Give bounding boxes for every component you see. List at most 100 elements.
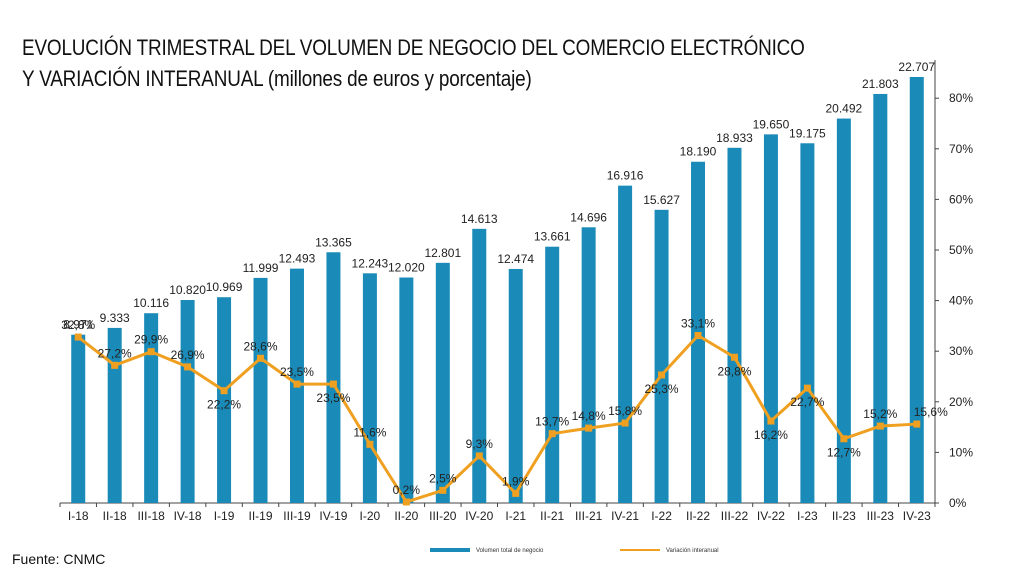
x-tick-label: I-20 <box>360 509 381 523</box>
line-value-label: 0,2% <box>393 483 421 497</box>
line-point <box>257 354 265 362</box>
line-value-label: 25,3% <box>645 382 679 396</box>
bar <box>727 147 742 503</box>
x-tick-label: I-21 <box>505 509 526 523</box>
bar-value-label: 22.707 <box>898 60 935 74</box>
line-value-label: 12,7% <box>827 446 861 460</box>
x-tick-label: IV-22 <box>757 509 785 523</box>
line-value-label: 11,6% <box>353 425 386 439</box>
line-value-label: 28,8% <box>717 364 751 378</box>
line-value-label: 1,9% <box>502 474 530 488</box>
bar <box>362 273 377 503</box>
bar-value-label: 16.916 <box>607 169 644 183</box>
bar-value-label: 12.493 <box>279 252 316 266</box>
bar-value-label: 8.971 <box>63 318 93 332</box>
chart-title-line-2: Y VARIACIÓN INTERANUAL (millones de euro… <box>22 66 532 91</box>
y-tick-label: 70% <box>949 142 973 156</box>
x-tick-label: III-21 <box>575 509 603 523</box>
line-value-label: 14,8% <box>572 409 606 423</box>
line-point <box>74 333 82 341</box>
y-tick-label: 0% <box>949 496 967 510</box>
bar <box>180 300 195 503</box>
x-tick-label: II-23 <box>832 509 856 523</box>
line-value-label: 2,5% <box>429 471 457 485</box>
y-tick-label: 50% <box>949 243 973 257</box>
x-tick-label: IV-18 <box>174 509 202 523</box>
line-point <box>621 419 629 427</box>
bar-value-label: 15.627 <box>643 193 680 207</box>
bar <box>800 143 815 503</box>
line-point <box>475 452 483 460</box>
bar <box>144 313 159 503</box>
x-tick-label: II-22 <box>686 509 710 523</box>
bar <box>763 134 778 503</box>
bar-value-label: 12.801 <box>424 246 461 260</box>
bar <box>508 268 523 503</box>
bar-value-label: 21.803 <box>862 77 899 91</box>
line-point <box>111 361 119 369</box>
x-tick-label: III-18 <box>137 509 165 523</box>
bar <box>217 297 232 503</box>
x-tick-label: IV-23 <box>903 509 931 523</box>
x-tick-label: IV-21 <box>611 509 639 523</box>
line-value-label: 26,9% <box>171 348 205 362</box>
x-tick-label: III-22 <box>721 509 749 523</box>
bar-value-label: 20.492 <box>826 102 863 116</box>
bar-value-label: 10.969 <box>206 280 243 294</box>
bar-value-label: 10.820 <box>169 283 206 297</box>
bar <box>472 228 487 504</box>
bar <box>654 209 669 504</box>
bar <box>545 246 560 504</box>
bar-value-label: 14.613 <box>461 212 498 226</box>
line-value-label: 16,2% <box>754 428 788 442</box>
bar <box>399 277 414 503</box>
y-tick-label: 20% <box>949 395 973 409</box>
line-value-label: 23,5% <box>316 391 350 405</box>
line-point <box>329 380 337 388</box>
x-tick-label: III-19 <box>283 509 311 523</box>
chart-title: EVOLUCIÓN TRIMESTRAL DEL VOLUMEN DE NEGO… <box>22 32 805 94</box>
bar-value-label: 19.650 <box>753 117 790 131</box>
x-tick-label: II-19 <box>249 509 273 523</box>
line-value-label: 9,3% <box>466 437 494 451</box>
bar <box>836 118 851 503</box>
bar-value-label: 10.116 <box>133 296 169 310</box>
x-tick-label: IV-20 <box>465 509 493 523</box>
x-tick-label: I-19 <box>214 509 235 523</box>
line-point <box>439 486 447 494</box>
bar <box>326 252 341 503</box>
y-tick-label: 40% <box>949 294 973 308</box>
x-tick-label: II-20 <box>394 509 418 523</box>
legend-label-line: Variación interanual <box>666 548 719 554</box>
y-tick-label: 30% <box>949 344 973 358</box>
line-point <box>694 332 702 340</box>
line-point <box>585 424 593 432</box>
x-tick-label: II-21 <box>540 509 564 523</box>
y-tick-label: 60% <box>949 192 973 206</box>
bar <box>581 227 596 504</box>
bar <box>873 93 888 503</box>
bar <box>909 77 924 503</box>
line-value-label: 28,6% <box>244 339 278 353</box>
bar-value-label: 11.999 <box>243 261 279 275</box>
x-tick-label: I-22 <box>651 509 672 523</box>
bar <box>253 277 268 503</box>
line-point <box>658 371 666 379</box>
line-value-label: 22,2% <box>207 398 241 412</box>
line-series <box>77 334 917 504</box>
line-point <box>220 387 228 395</box>
bar <box>71 334 86 503</box>
bar-value-label: 12.243 <box>352 256 389 270</box>
line-point <box>730 353 738 361</box>
line-point <box>366 440 374 448</box>
x-tick-label: IV-19 <box>319 509 347 523</box>
line-point <box>402 498 410 506</box>
bar-value-label: 13.661 <box>534 230 571 244</box>
line-point <box>840 435 848 443</box>
line-value-label: 13,7% <box>535 415 569 429</box>
bar-value-label: 12.474 <box>497 252 534 266</box>
line-value-label: 32,8% <box>61 318 95 332</box>
bar <box>618 185 633 503</box>
line-value-label: 15,8% <box>608 404 642 418</box>
